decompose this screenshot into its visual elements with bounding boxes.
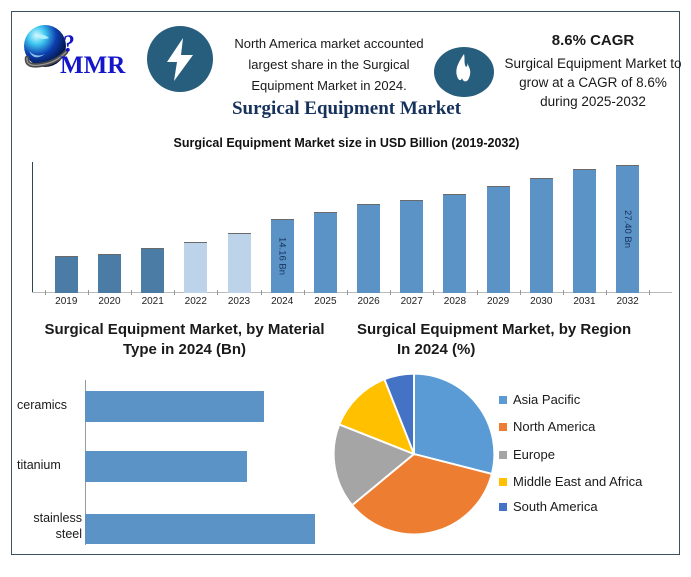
svg-text:MMR: MMR (60, 52, 126, 79)
